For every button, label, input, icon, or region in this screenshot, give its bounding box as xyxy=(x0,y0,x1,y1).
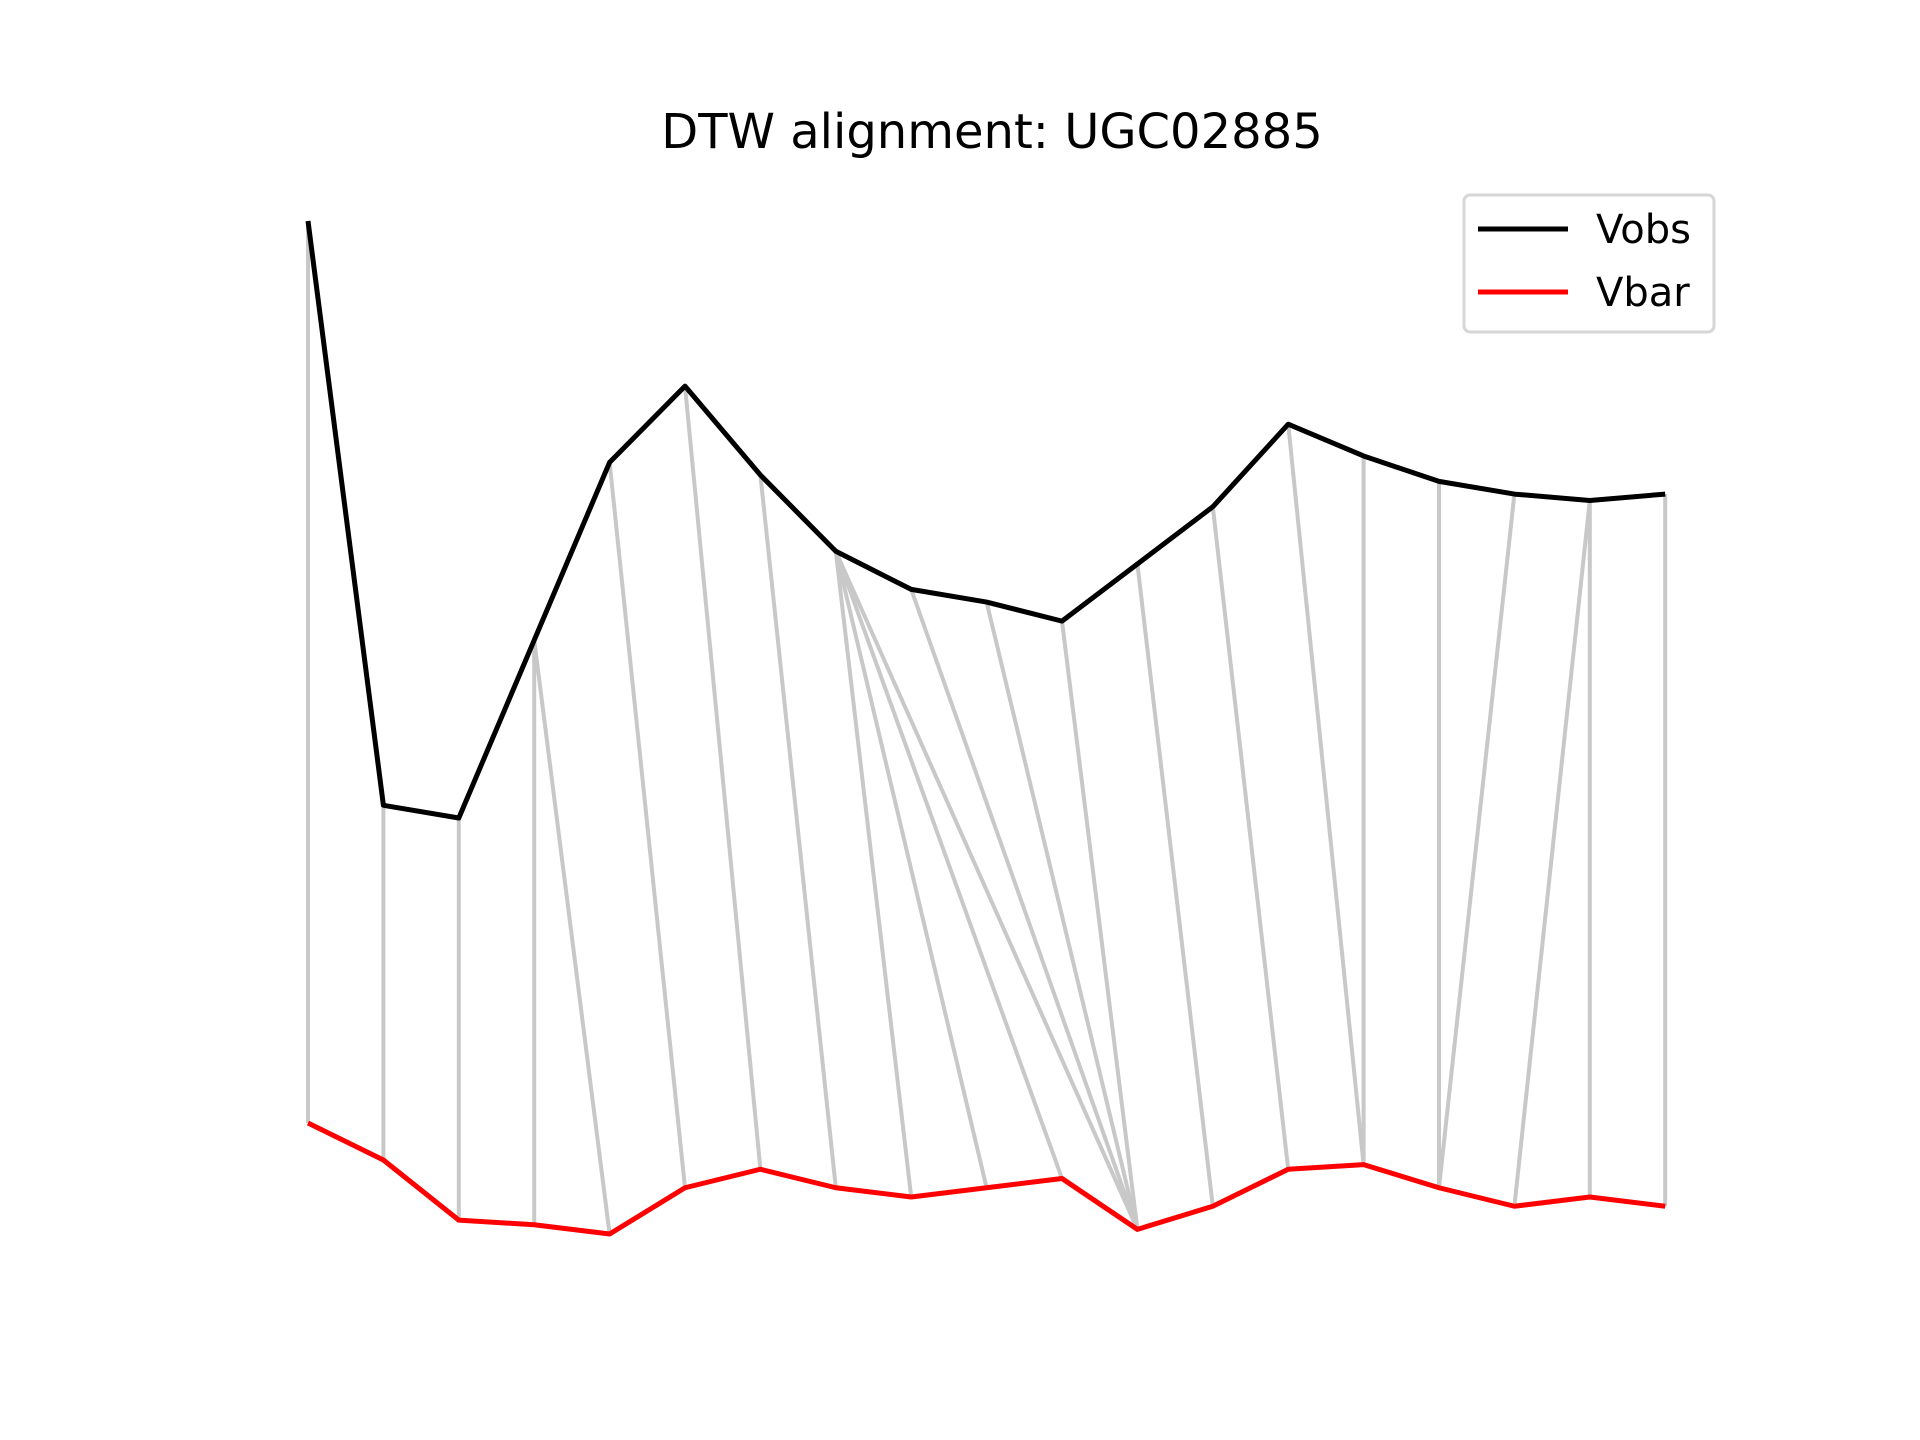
alignment-connector-5-6 xyxy=(683,385,763,1170)
alignment-connector-11-12 xyxy=(1135,563,1215,1207)
chart-title: DTW alignment: UGC02885 xyxy=(661,104,1322,160)
alignment-connector-16-15 xyxy=(1437,493,1517,1188)
alignment-connector-12-13 xyxy=(1210,506,1291,1170)
alignment-connector-7-10 xyxy=(833,550,1064,1180)
data-point-vobs-3 xyxy=(532,638,536,642)
alignment-connector-3-4 xyxy=(532,639,612,1235)
legend: Vobs Vbar xyxy=(1462,193,1716,334)
alignment-connector-9-11 xyxy=(984,601,1140,1230)
data-point-vobs-8 xyxy=(909,587,913,591)
data-point-vobs-4 xyxy=(608,460,612,464)
data-point-vbar-13 xyxy=(1286,1167,1290,1171)
legend-label-vobs: Vobs xyxy=(1596,207,1691,253)
data-point-vbar-1 xyxy=(381,1158,385,1162)
data-point-vobs-13 xyxy=(1286,422,1290,426)
data-point-vbar-14 xyxy=(1362,1163,1366,1167)
data-point-vbar-17 xyxy=(1588,1195,1592,1199)
data-point-vbar-5 xyxy=(683,1186,687,1190)
alignment-connector-6-7 xyxy=(758,474,838,1188)
alignment-connector-7-11 xyxy=(833,550,1140,1231)
data-point-vbar-9 xyxy=(985,1186,989,1190)
data-point-vbar-11 xyxy=(1135,1227,1139,1231)
series-line-vobs xyxy=(305,220,1666,821)
data-point-vbar-7 xyxy=(834,1186,838,1190)
alignment-connector-4-5 xyxy=(607,462,687,1188)
data-point-vobs-2 xyxy=(457,816,461,820)
data-point-vbar-4 xyxy=(608,1232,612,1236)
data-point-vobs-16 xyxy=(1512,492,1516,496)
data-point-vbar-2 xyxy=(457,1218,461,1222)
data-point-vobs-11 xyxy=(1135,562,1139,566)
alignment-connector-17-16 xyxy=(1512,500,1592,1207)
data-point-vobs-15 xyxy=(1437,479,1441,483)
series-line-vbar xyxy=(306,1120,1666,1237)
data-point-vbar-8 xyxy=(909,1195,913,1199)
data-point-vbar-15 xyxy=(1437,1186,1441,1190)
data-point-vobs-14 xyxy=(1362,454,1366,458)
alignment-connectors xyxy=(306,221,1668,1235)
data-point-vbar-10 xyxy=(1060,1177,1064,1181)
alignment-connector-10-11 xyxy=(1060,620,1140,1230)
data-point-vbar-0 xyxy=(306,1121,310,1125)
alignment-connector-8-11 xyxy=(909,588,1140,1231)
data-point-vbar-18 xyxy=(1663,1204,1667,1208)
data-point-vobs-7 xyxy=(834,549,838,553)
data-point-vobs-10 xyxy=(1060,619,1064,623)
data-point-vobs-0 xyxy=(306,219,310,223)
data-point-vbar-12 xyxy=(1211,1204,1215,1208)
data-point-vobs-18 xyxy=(1663,492,1667,496)
data-point-vobs-12 xyxy=(1211,505,1215,509)
data-point-vbar-6 xyxy=(758,1167,762,1171)
alignment-connector-7-8 xyxy=(833,551,914,1198)
data-point-vobs-6 xyxy=(758,473,762,477)
data-point-vobs-9 xyxy=(985,600,989,604)
alignment-connector-13-14 xyxy=(1286,424,1366,1165)
data-point-vobs-1 xyxy=(381,803,385,807)
data-point-vobs-5 xyxy=(683,384,687,388)
data-point-vobs-17 xyxy=(1588,498,1592,502)
alignment-connector-7-9 xyxy=(833,550,989,1189)
legend-label-vbar: Vbar xyxy=(1596,270,1690,316)
data-point-vbar-16 xyxy=(1512,1204,1516,1208)
data-point-vbar-3 xyxy=(532,1223,536,1227)
series-lines xyxy=(305,219,1667,1237)
